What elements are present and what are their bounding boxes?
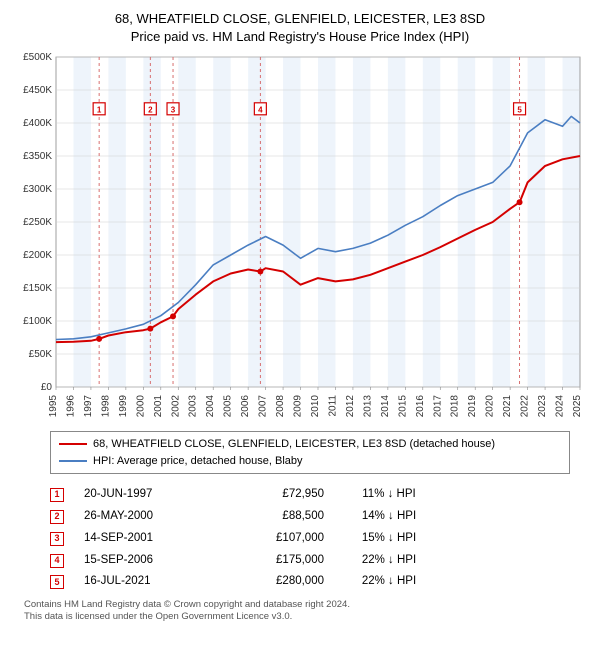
sale-price: £107,000 [234,528,324,550]
legend: 68, WHEATFIELD CLOSE, GLENFIELD, LEICEST… [50,431,570,474]
svg-text:2004: 2004 [205,395,216,418]
svg-text:2021: 2021 [502,395,513,418]
title-line-1: 68, WHEATFIELD CLOSE, GLENFIELD, LEICEST… [12,10,588,28]
svg-text:2016: 2016 [415,395,426,418]
svg-text:2010: 2010 [310,395,321,418]
sale-pct: 15% ↓ HPI [344,528,434,550]
svg-text:2000: 2000 [135,395,146,418]
svg-text:2: 2 [148,105,153,114]
svg-text:£200K: £200K [23,250,52,261]
legend-swatch [59,443,87,445]
sale-marker: 3 [50,532,64,546]
svg-text:2011: 2011 [327,395,338,417]
svg-text:2002: 2002 [170,395,181,418]
svg-text:1999: 1999 [118,395,129,418]
sale-price: £280,000 [234,571,324,593]
sale-row: 5 16-JUL-2021 £280,000 22% ↓ HPI [50,571,570,593]
svg-text:£0: £0 [41,382,53,393]
footer: Contains HM Land Registry data © Crown c… [24,599,576,623]
sale-date: 15-SEP-2006 [84,550,214,572]
sale-pct: 14% ↓ HPI [344,506,434,528]
svg-text:2024: 2024 [555,395,566,418]
title-block: 68, WHEATFIELD CLOSE, GLENFIELD, LEICEST… [12,10,588,45]
svg-text:2012: 2012 [345,395,356,418]
svg-text:2017: 2017 [432,395,443,418]
svg-text:2005: 2005 [223,395,234,418]
svg-text:2023: 2023 [537,395,548,418]
svg-text:2015: 2015 [397,395,408,418]
svg-text:£250K: £250K [23,217,52,228]
svg-text:£400K: £400K [23,118,52,129]
sale-row: 1 20-JUN-1997 £72,950 11% ↓ HPI [50,484,570,506]
legend-item: HPI: Average price, detached house, Blab… [59,453,561,470]
sale-marker: 1 [50,488,64,502]
svg-text:£350K: £350K [23,151,52,162]
sale-date: 14-SEP-2001 [84,528,214,550]
title-line-2: Price paid vs. HM Land Registry's House … [12,28,588,46]
svg-text:£100K: £100K [23,316,52,327]
sale-marker: 5 [50,575,64,589]
price-chart: £0 £50K £100K £150K £200K £250K £300K £350K £400… [12,51,588,421]
sale-row: 3 14-SEP-2001 £107,000 15% ↓ HPI [50,528,570,550]
svg-text:2006: 2006 [240,395,251,418]
svg-text:£500K: £500K [23,52,52,63]
page-root: 68, WHEATFIELD CLOSE, GLENFIELD, LEICEST… [0,0,600,650]
svg-text:1996: 1996 [65,395,76,418]
legend-label: HPI: Average price, detached house, Blab… [93,453,303,470]
legend-label: 68, WHEATFIELD CLOSE, GLENFIELD, LEICEST… [93,436,495,453]
svg-text:2009: 2009 [293,395,304,418]
sale-date: 16-JUL-2021 [84,571,214,593]
svg-text:3: 3 [171,105,176,114]
sale-marker: 4 [50,554,64,568]
sale-table: 1 20-JUN-1997 £72,950 11% ↓ HPI 2 26-MAY-2000… [50,484,570,593]
svg-text:2014: 2014 [380,395,391,418]
sale-date: 20-JUN-1997 [84,484,214,506]
sale-pct: 11% ↓ HPI [344,484,434,506]
chart-svg: £0 £50K £100K £150K £200K £250K £300K £350K £400… [12,51,588,421]
sale-price: £88,500 [234,506,324,528]
svg-text:5: 5 [517,105,522,114]
sale-date: 26-MAY-2000 [84,506,214,528]
svg-text:1: 1 [97,105,102,114]
svg-text:1995: 1995 [48,395,59,418]
svg-text:2001: 2001 [153,395,164,418]
svg-text:2008: 2008 [275,395,286,418]
svg-text:2019: 2019 [467,395,478,418]
sale-pct: 22% ↓ HPI [344,550,434,572]
footer-line-2: This data is licensed under the Open Gov… [24,611,576,623]
svg-text:2025: 2025 [572,395,583,418]
svg-text:2007: 2007 [258,395,269,418]
svg-text:2003: 2003 [188,395,199,418]
legend-item: 68, WHEATFIELD CLOSE, GLENFIELD, LEICEST… [59,436,561,453]
sale-pct: 22% ↓ HPI [344,571,434,593]
svg-text:£150K: £150K [23,283,52,294]
svg-text:£450K: £450K [23,85,52,96]
sale-row: 2 26-MAY-2000 £88,500 14% ↓ HPI [50,506,570,528]
sale-marker: 2 [50,510,64,524]
svg-text:2018: 2018 [450,395,461,418]
svg-text:4: 4 [258,105,263,114]
svg-text:£300K: £300K [23,184,52,195]
sale-row: 4 15-SEP-2006 £175,000 22% ↓ HPI [50,550,570,572]
svg-text:1998: 1998 [100,395,111,418]
svg-text:2022: 2022 [520,395,531,418]
svg-text:2020: 2020 [485,395,496,418]
footer-line-1: Contains HM Land Registry data © Crown c… [24,599,576,611]
svg-text:2013: 2013 [362,395,373,418]
sale-price: £72,950 [234,484,324,506]
legend-swatch [59,460,87,462]
svg-text:£50K: £50K [29,349,53,360]
svg-text:1997: 1997 [83,395,94,418]
sale-price: £175,000 [234,550,324,572]
